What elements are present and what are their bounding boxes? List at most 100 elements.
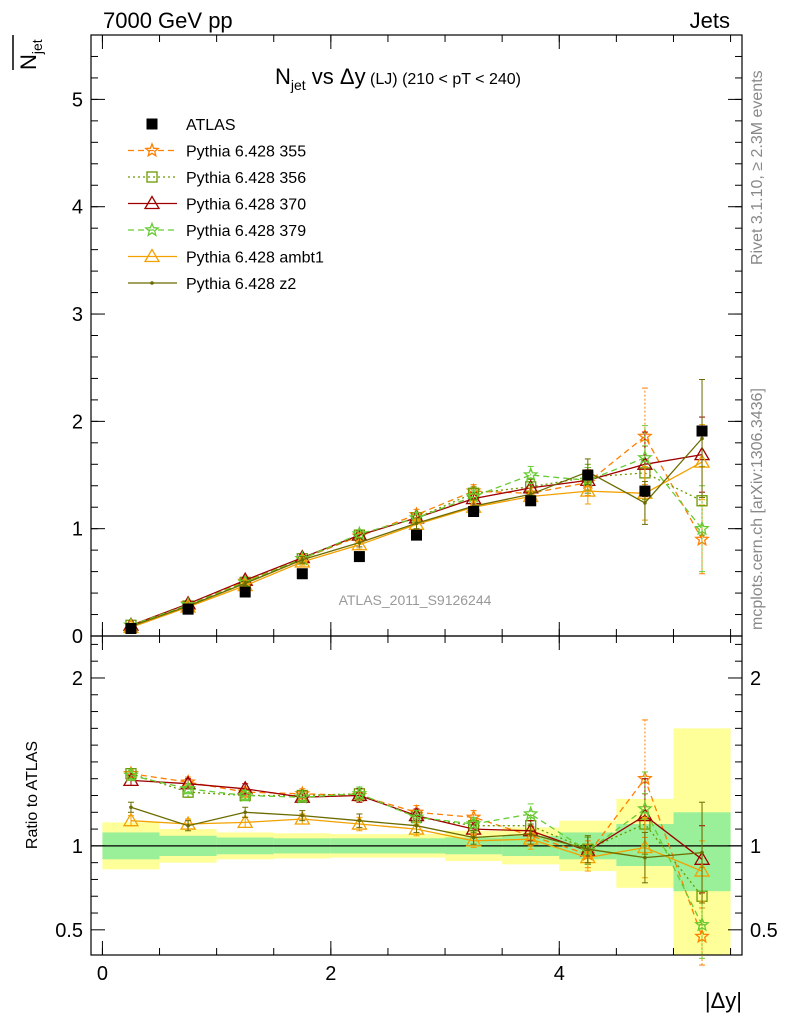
main-point <box>408 516 425 531</box>
atlas-data-point <box>525 495 537 507</box>
legend-marker <box>144 142 160 158</box>
legend-label: Pythia 6.428 ambt1 <box>186 250 324 267</box>
main-ytick-label: 1 <box>72 519 83 541</box>
main-point <box>694 520 710 536</box>
legend-label: Pythia 6.428 370 <box>186 197 306 214</box>
ratio-point <box>465 815 482 831</box>
ratio-point <box>294 810 311 825</box>
ratio-point <box>351 785 368 801</box>
main-point <box>357 540 362 545</box>
main-point <box>528 492 533 497</box>
legend-label: Pythia 6.428 z2 <box>186 276 296 293</box>
legend: ATLAS Pythia 6.428 355 Pythia 6.428 356 Pyt… <box>128 117 324 293</box>
ratio-ytick-label: 1 <box>72 836 83 858</box>
ratio-point <box>471 835 476 840</box>
chart-title-n: N <box>275 64 291 89</box>
legend-marker <box>144 221 160 237</box>
ratio-point <box>414 823 419 828</box>
atlas-data-point <box>696 425 708 437</box>
ratio-plot-area: 0.5 0.5 1 1 2 2 0 2 4 <box>55 635 778 985</box>
legend-entry: ATLAS <box>146 117 236 134</box>
ratio-point <box>237 787 254 803</box>
atlas-data-point <box>639 485 651 497</box>
x-tick-label: 4 <box>554 963 565 985</box>
ratio-point <box>294 788 311 804</box>
ratio-point <box>522 805 539 821</box>
main-ylabel: Njet <box>16 39 45 70</box>
main-point <box>643 501 647 505</box>
legend-label: Pythia 6.428 379 <box>186 223 306 240</box>
legend-marker <box>150 281 154 285</box>
svg-text:Njet: Njet <box>16 39 45 70</box>
ratio-ytick-label-right: 2 <box>750 668 761 690</box>
legend-marker <box>143 195 161 210</box>
legend-entry: Pythia 6.428 z2 <box>128 276 296 293</box>
legend-entry: Pythia 6.428 370 <box>128 195 306 214</box>
main-ytick-label: 2 <box>72 411 83 433</box>
ratio-point <box>243 810 247 815</box>
chart-title-rest: vs Δy <box>306 64 366 89</box>
main-point <box>414 521 419 526</box>
ratio-point <box>237 780 254 795</box>
atlas-data-point <box>239 586 251 598</box>
chart-title-small: (LJ) <box>366 71 402 88</box>
legend-entry: Pythia 6.428 355 <box>128 142 306 161</box>
chart-title-sub: jet <box>290 77 306 93</box>
atlas-data-point <box>182 603 194 615</box>
main-line <box>130 435 703 626</box>
ratio-point <box>408 820 425 835</box>
atlas-data-point <box>296 568 308 580</box>
legend-entry: Pythia 6.428 379 <box>128 221 306 240</box>
ratio-point <box>357 818 362 823</box>
legend-label: Pythia 6.428 356 <box>186 170 306 187</box>
ratio-point <box>636 800 653 816</box>
legend-entry: Pythia 6.428 356 <box>128 170 306 187</box>
ratio-point <box>129 805 133 810</box>
ratio-point <box>586 847 590 852</box>
ratio-point <box>700 850 704 855</box>
legend-entry: Pythia 6.428 ambt1 <box>128 248 324 267</box>
ratio-line <box>130 773 703 897</box>
ratio-point <box>643 855 647 860</box>
main-point <box>636 449 653 465</box>
atlas-data-point <box>582 469 594 481</box>
main-ytick-label: 4 <box>72 197 83 219</box>
main-ylabel-sub: jet <box>29 39 45 55</box>
analysis-watermark: ATLAS_2011_S9126244 <box>339 592 492 608</box>
atlas-data-point <box>468 506 480 518</box>
ratio-ytick-label: 2 <box>72 668 83 690</box>
ratio-frame <box>90 635 743 956</box>
main-plot-area: 0 1 2 3 4 5 <box>72 34 743 648</box>
atlas-data-point <box>353 551 365 563</box>
atlas-data-point <box>411 529 422 541</box>
chart-title: Njet vs Δy (LJ) (210 < pT < 240) <box>275 64 521 93</box>
ratio-ytick-label-right: 1 <box>750 836 761 858</box>
main-ytick-label: 5 <box>72 89 83 111</box>
ratio-point <box>351 815 368 830</box>
ratio-point <box>300 813 305 818</box>
main-ytick-label: 0 <box>72 626 83 648</box>
ratio-line <box>130 774 703 926</box>
main-point <box>700 436 704 441</box>
main-point <box>300 558 305 562</box>
x-tick-label: 0 <box>97 963 108 985</box>
ratio-point <box>123 767 139 783</box>
legend-label: ATLAS <box>186 117 236 134</box>
ratio-point <box>180 780 197 796</box>
x-axis-label: |Δy| <box>705 988 742 1013</box>
mcplots-note: mcplots.cern.ch [arXiv:1306.3436] <box>749 388 766 630</box>
energy-label: 7000 GeV pp <box>103 8 233 33</box>
process-label: Jets <box>690 8 730 33</box>
main-point <box>579 482 596 497</box>
legend-marker <box>143 248 161 263</box>
ratio-point <box>694 916 710 932</box>
main-ylabel-n: N <box>16 54 41 70</box>
ratio-ytick-label-right: 0.5 <box>750 920 778 942</box>
ratio-point <box>528 832 533 836</box>
main-point <box>243 581 247 586</box>
main-ytick-label: 3 <box>72 304 83 326</box>
x-tick-label: 2 <box>325 963 336 985</box>
rivet-note: Rivet 3.1.10, ≥ 2.3M events <box>749 70 766 265</box>
chart-title-range: (210 < pT < 240) <box>402 71 521 88</box>
